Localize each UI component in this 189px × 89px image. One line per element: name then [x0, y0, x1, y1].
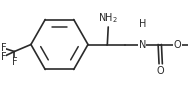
Text: N: N — [139, 40, 146, 49]
Text: F: F — [1, 52, 6, 62]
Text: F: F — [1, 43, 6, 53]
Text: F: F — [12, 57, 17, 67]
Text: O: O — [174, 40, 181, 49]
Text: NH$_2$: NH$_2$ — [98, 11, 118, 25]
Text: H: H — [139, 19, 146, 29]
Text: O: O — [157, 66, 164, 76]
